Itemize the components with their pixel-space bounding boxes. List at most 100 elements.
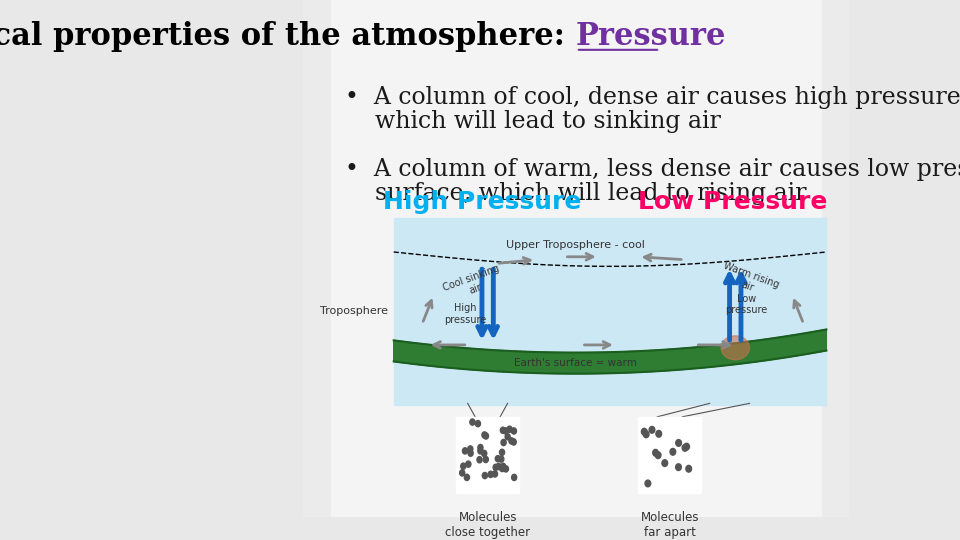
Polygon shape [796, 334, 800, 356]
Polygon shape [765, 339, 770, 361]
Ellipse shape [478, 448, 483, 454]
Ellipse shape [649, 427, 655, 433]
Polygon shape [686, 348, 691, 369]
Bar [331, 0, 821, 517]
Polygon shape [748, 341, 752, 363]
Ellipse shape [501, 440, 506, 445]
Bar [456, 417, 519, 494]
Ellipse shape [503, 466, 509, 472]
Polygon shape [486, 349, 490, 371]
Polygon shape [459, 348, 464, 369]
Polygon shape [590, 353, 595, 374]
Polygon shape [673, 349, 678, 370]
Ellipse shape [684, 443, 689, 450]
Ellipse shape [482, 472, 488, 478]
Polygon shape [477, 349, 481, 370]
Polygon shape [529, 352, 534, 373]
Ellipse shape [643, 431, 649, 438]
Polygon shape [494, 350, 498, 372]
Text: •  A column of cool, dense air causes high pressure at the surface,: • A column of cool, dense air causes hig… [346, 86, 960, 109]
Ellipse shape [492, 471, 497, 477]
Ellipse shape [503, 428, 508, 434]
Ellipse shape [482, 450, 487, 457]
Text: •  A column of warm, less dense air causes low pressure at the: • A column of warm, less dense air cause… [346, 158, 960, 181]
Polygon shape [782, 336, 787, 358]
Polygon shape [683, 348, 686, 369]
Polygon shape [599, 352, 604, 374]
Ellipse shape [488, 471, 493, 477]
Polygon shape [809, 332, 813, 354]
Polygon shape [669, 349, 673, 370]
Polygon shape [708, 346, 712, 367]
Polygon shape [438, 346, 442, 367]
Polygon shape [468, 348, 472, 370]
Ellipse shape [683, 444, 688, 451]
Polygon shape [573, 353, 577, 374]
Polygon shape [402, 341, 407, 363]
Polygon shape [424, 344, 429, 366]
Ellipse shape [499, 465, 505, 471]
Ellipse shape [496, 463, 501, 470]
Ellipse shape [499, 449, 505, 455]
Polygon shape [455, 347, 459, 369]
Text: Troposphere: Troposphere [320, 306, 388, 316]
Text: Cool sinking
air: Cool sinking air [442, 264, 505, 304]
Polygon shape [433, 345, 438, 367]
Ellipse shape [656, 430, 661, 437]
Polygon shape [678, 348, 683, 370]
Ellipse shape [511, 439, 516, 445]
Ellipse shape [670, 448, 676, 455]
Polygon shape [556, 353, 560, 374]
Ellipse shape [477, 457, 482, 463]
Ellipse shape [484, 433, 489, 439]
Ellipse shape [499, 456, 504, 462]
Polygon shape [791, 335, 796, 356]
Polygon shape [770, 338, 774, 360]
Polygon shape [446, 346, 450, 368]
Polygon shape [503, 350, 507, 372]
Polygon shape [643, 350, 647, 372]
Polygon shape [507, 351, 512, 372]
Polygon shape [704, 346, 708, 368]
Ellipse shape [512, 474, 516, 481]
Text: Molecules
close together: Molecules close together [445, 511, 530, 539]
Polygon shape [734, 343, 739, 364]
Polygon shape [516, 352, 520, 373]
Ellipse shape [676, 440, 682, 446]
Polygon shape [634, 351, 638, 373]
Ellipse shape [645, 480, 651, 487]
Polygon shape [752, 341, 756, 362]
Polygon shape [582, 353, 586, 374]
Ellipse shape [478, 444, 483, 451]
Ellipse shape [685, 465, 691, 472]
Ellipse shape [483, 456, 489, 463]
Polygon shape [490, 350, 494, 371]
Ellipse shape [653, 449, 659, 456]
Polygon shape [498, 350, 503, 372]
Ellipse shape [482, 432, 487, 438]
Polygon shape [450, 347, 455, 368]
Polygon shape [779, 337, 782, 359]
Polygon shape [568, 353, 573, 374]
Ellipse shape [507, 426, 512, 433]
Polygon shape [695, 347, 700, 368]
Text: Physical properties of the atmosphere:: Physical properties of the atmosphere: [0, 21, 576, 52]
Polygon shape [722, 345, 726, 366]
Polygon shape [731, 343, 734, 365]
Ellipse shape [475, 421, 481, 427]
Text: Earth's surface = warm: Earth's surface = warm [515, 358, 637, 368]
Polygon shape [756, 340, 761, 362]
Ellipse shape [656, 452, 660, 458]
Polygon shape [638, 351, 643, 372]
Text: High
pressure: High pressure [444, 303, 486, 325]
Text: Pressure: Pressure [576, 21, 727, 52]
Polygon shape [411, 342, 416, 364]
Polygon shape [608, 352, 612, 373]
Text: Molecules
far apart: Molecules far apart [640, 511, 699, 539]
Polygon shape [656, 350, 660, 372]
Polygon shape [761, 339, 765, 361]
Text: Upper Troposphere - cool: Upper Troposphere - cool [507, 240, 645, 250]
Ellipse shape [465, 474, 469, 481]
Polygon shape [595, 353, 599, 374]
Polygon shape [551, 353, 556, 374]
